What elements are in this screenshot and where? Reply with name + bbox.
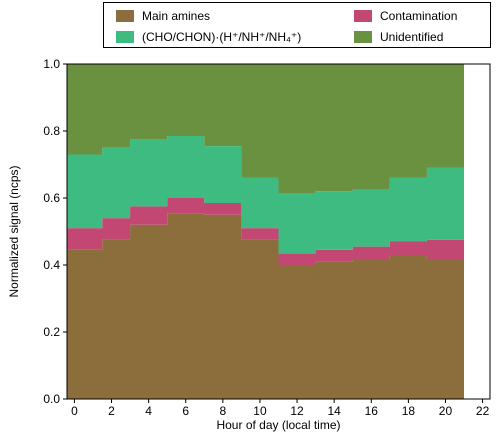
series-area-3: [67, 64, 465, 193]
x-tick-label: 4: [145, 404, 152, 418]
x-tick-label: 12: [290, 404, 304, 418]
y-axis-title: Normalized signal (ncps): [7, 165, 21, 297]
x-tick-label: 14: [327, 404, 341, 418]
y-tick-label: 0.0: [43, 392, 60, 406]
plot-frame: [66, 63, 491, 400]
chart-legend: Main amines Contamination (CHO/CHON)·(H⁺…: [103, 2, 491, 48]
x-tick-label: 22: [476, 404, 490, 418]
x-axis-title: Hour of day (local time): [216, 418, 340, 432]
legend-label-main-amines: Main amines: [142, 9, 211, 23]
x-tick-label: 8: [219, 404, 226, 418]
legend-label-contamination: Contamination: [380, 9, 458, 23]
legend-swatch-main-amines: [116, 10, 134, 22]
series-area-0: [67, 213, 465, 399]
x-tick-label: 10: [253, 404, 267, 418]
legend-swatch-unidentified: [354, 31, 372, 43]
legend-swatch-cho-chon: [116, 31, 134, 43]
legend-swatch-contamination: [354, 10, 372, 22]
x-tick-label: 20: [439, 404, 453, 418]
legend-item-cho-chon: (CHO/CHON)·(H⁺/NH⁺/NH₄⁺): [116, 30, 301, 44]
legend-label-unidentified: Unidentified: [380, 30, 444, 44]
y-tick-label: 0.4: [43, 258, 60, 272]
x-axis: 0 2 4 6 8 10 12 14 16 18 20 22: [71, 399, 490, 418]
x-tick-label: 0: [71, 404, 78, 418]
y-tick-label: 0.2: [43, 325, 60, 339]
series-area-1: [67, 198, 465, 265]
x-tick-label: 16: [365, 404, 379, 418]
legend-item-main-amines: Main amines: [116, 9, 210, 23]
x-tick-label: 6: [182, 404, 189, 418]
legend-label-cho-chon: (CHO/CHON)·(H⁺/NH⁺/NH₄⁺): [142, 30, 302, 44]
y-tick-label: 0.6: [43, 191, 60, 205]
y-tick-label: 1.0: [43, 57, 60, 71]
legend-item-unidentified: Unidentified: [354, 30, 443, 44]
y-axis: 0.0 0.2 0.4 0.6 0.8 1.0: [43, 57, 67, 406]
y-tick-label: 0.8: [43, 124, 60, 138]
series-areas: [67, 64, 465, 399]
x-tick-label: 2: [108, 404, 115, 418]
series-area-2: [67, 136, 465, 254]
legend-item-contamination: Contamination: [354, 9, 457, 23]
x-tick-label: 18: [402, 404, 416, 418]
